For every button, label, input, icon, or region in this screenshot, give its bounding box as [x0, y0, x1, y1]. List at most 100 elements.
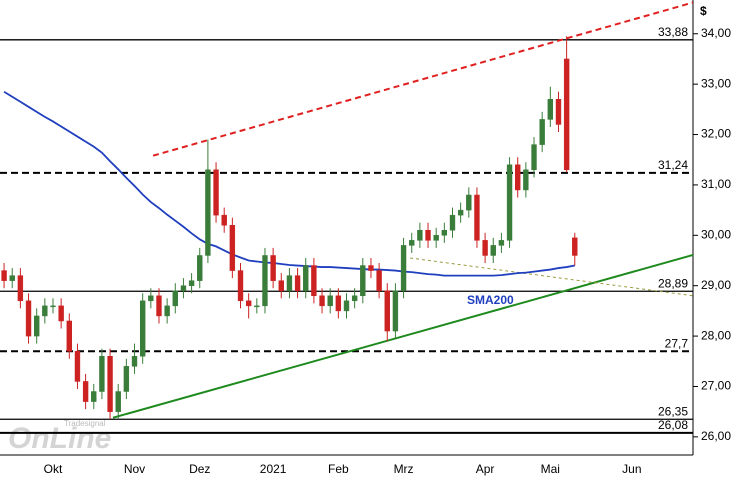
candle-body [506, 164, 513, 241]
candle-body [425, 230, 431, 241]
candle-body [107, 355, 113, 412]
x-tick-label: Dez [189, 462, 210, 476]
y-tick-label: 32,00 [701, 127, 731, 141]
candle-body [270, 255, 276, 281]
candle-body [457, 209, 464, 216]
candle-body [25, 300, 32, 337]
candle-body [66, 320, 72, 352]
candle-body [392, 290, 399, 332]
candle-body [156, 295, 162, 317]
candle-body [213, 169, 219, 216]
candle-body [563, 58, 570, 171]
candle-body [523, 169, 529, 191]
candle-body [286, 275, 293, 291]
y-tick-label: 31,00 [701, 177, 731, 191]
candle-body [572, 237, 578, 256]
candle-body [278, 280, 284, 291]
candle-body [205, 169, 211, 256]
candle-body [547, 99, 554, 120]
x-tick-label: Mrz [394, 462, 414, 476]
x-tick-label: Apr [476, 462, 495, 476]
candle-body [343, 300, 350, 312]
candle-body [351, 295, 358, 302]
candle-body [197, 255, 203, 281]
candle-body [17, 275, 24, 302]
candle-body [180, 285, 187, 291]
y-tick-label: 27,00 [701, 379, 731, 393]
candle-body [490, 245, 496, 256]
candle-body [474, 194, 480, 241]
candle-body [1, 270, 7, 281]
candle-body [376, 270, 382, 291]
candle-body [245, 300, 252, 307]
candle-body [164, 305, 170, 317]
candle-body [327, 295, 333, 307]
candle-body [221, 214, 227, 226]
candle-body [42, 305, 48, 317]
candle-body [539, 119, 545, 145]
x-tick-label: Jun [622, 462, 641, 476]
candle-body [9, 275, 15, 281]
candle-body [449, 214, 456, 231]
y-tick-label: 26,00 [701, 429, 731, 443]
level-label: 27,7 [665, 336, 689, 350]
watermark-by: Tradesignal [64, 419, 106, 428]
candle-body [417, 230, 423, 241]
candle-body [294, 275, 301, 291]
candle-body [188, 280, 195, 286]
candle-body [131, 355, 138, 367]
candle-body [441, 230, 448, 236]
level-label: 33,88 [658, 25, 688, 39]
candle-body [433, 235, 439, 241]
y-tick-label: 34,00 [701, 26, 731, 40]
candle-body [229, 224, 236, 271]
level-label: 28,89 [658, 276, 688, 290]
candle-body [555, 99, 562, 125]
candle-body [335, 295, 342, 312]
candle-body [82, 381, 89, 402]
y-tick-label: 29,00 [701, 278, 731, 292]
candle-body [50, 305, 56, 308]
candle-body [311, 265, 317, 297]
y-tick-label: 28,00 [701, 328, 731, 342]
currency: $ [700, 4, 707, 18]
candle-body [409, 240, 415, 246]
sma-line [3, 90, 575, 277]
candle-body [74, 350, 81, 382]
candle-body [254, 305, 260, 308]
candle-body [400, 245, 407, 291]
x-tick-label: Feb [328, 462, 349, 476]
y-tick-label: 30,00 [701, 227, 731, 241]
candle-body [531, 144, 537, 171]
x-tick-label: Mai [541, 462, 560, 476]
candle-body [148, 295, 154, 302]
x-tick-label: 2021 [260, 462, 287, 476]
candle-body [262, 255, 268, 307]
watermark-brand: OnLine [8, 422, 111, 455]
sma-label: SMA200 [467, 293, 514, 307]
level-label: 26,08 [658, 418, 688, 432]
x-tick-label: Okt [44, 462, 63, 476]
candle-body [360, 265, 366, 297]
candle-body [482, 240, 488, 256]
y-tick-label: 33,00 [701, 76, 731, 90]
candle-body [303, 265, 309, 291]
candle-body [123, 366, 130, 392]
candle-body [139, 300, 146, 357]
trend-line [152, 1, 694, 157]
candle-body [319, 295, 325, 307]
candle-body [91, 391, 97, 402]
candle-body [115, 391, 121, 412]
candle-body [466, 194, 472, 211]
candle-body [515, 164, 521, 191]
x-tick-label: Nov [124, 462, 145, 476]
candle-body [172, 290, 178, 307]
level-label: 26,35 [658, 404, 688, 418]
candle-body [99, 355, 105, 392]
candle-body [237, 270, 244, 302]
level-label: 31,24 [658, 158, 688, 172]
candle-body [33, 315, 40, 337]
candle-body [58, 305, 64, 322]
